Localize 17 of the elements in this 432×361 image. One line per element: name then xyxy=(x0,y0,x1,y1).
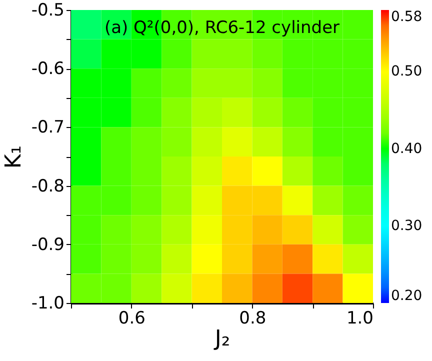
color-bar-label: 0.50 xyxy=(391,64,422,80)
y-tick-label: -0.7 xyxy=(31,118,64,138)
x-tick-label: 1.0 xyxy=(346,308,374,328)
y-tick-label: -0.8 xyxy=(31,176,64,196)
text: (a) Q²(0,0), RC6-12 cylinder xyxy=(104,18,340,38)
x-tick-label: 0.6 xyxy=(118,308,146,328)
y-tick-label: -0.9 xyxy=(31,234,64,255)
y-tick-label: -0.5 xyxy=(31,0,64,20)
y-axis-title: K₁ xyxy=(1,145,26,169)
color-bar-label: 0.30 xyxy=(391,218,422,234)
color-bar-label: 0.40 xyxy=(391,140,422,157)
x-axis-title: J₂ xyxy=(212,326,230,352)
x-tick-label: 0.8 xyxy=(239,308,266,328)
color-bar-label: 0.20 xyxy=(391,288,422,304)
color-bar-label: 0.58 xyxy=(391,9,422,25)
y-tick-label: -1.0 xyxy=(31,294,64,314)
y-tick-label: -0.6 xyxy=(31,59,64,80)
